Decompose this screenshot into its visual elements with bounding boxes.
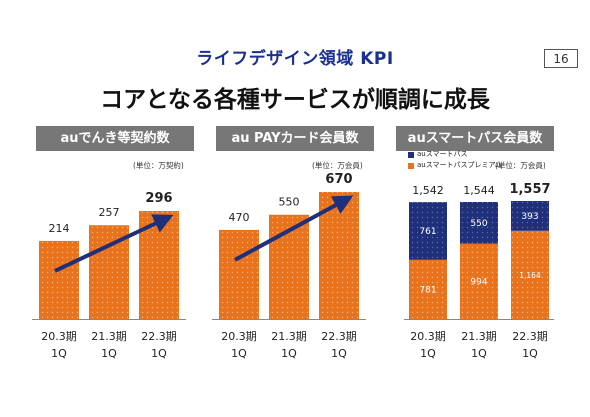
panel3-title: auスマートパス会員数	[396, 126, 554, 151]
panel3-bar-premium	[409, 259, 447, 319]
panel3-tick-label: 22.3期	[512, 330, 548, 343]
panel2-tick-label: 21.3期	[271, 330, 307, 343]
panel2-unit: (単位：万会員)	[312, 161, 363, 170]
panel2-tick-label: 1Q	[331, 347, 347, 360]
page-number: 16	[544, 49, 578, 68]
panel3-premium-label: 994	[470, 277, 487, 287]
panel1-trend-arrow	[54, 214, 174, 273]
panel3-total-label: 1,557	[509, 182, 550, 197]
panel3-premium-label: 781	[419, 285, 436, 295]
panel1-bar	[39, 240, 79, 319]
panel2-tick-label: 1Q	[281, 347, 297, 360]
legend-item-premium: auスマートパスプレミアム	[408, 160, 502, 171]
panel3-legend: auスマートパス auスマートパスプレミアム	[408, 149, 502, 171]
panel2-title: au PAYカード会員数	[216, 126, 374, 151]
panel1-tick-label: 1Q	[151, 347, 167, 360]
panel3-tick-label: 20.3期	[410, 330, 446, 343]
panel2-tick-label: 1Q	[231, 347, 247, 360]
panel3-premium-label: 1,164	[519, 271, 541, 280]
panel2-trend-arrow	[234, 195, 354, 262]
panel1-data-label: 214	[49, 222, 70, 235]
panel3-unit: (単位：万会員)	[495, 161, 546, 170]
page-title: ライフデザイン領域 KPI	[196, 49, 394, 69]
panel2-data-label: 670	[325, 172, 352, 187]
panel3-tick-label: 1Q	[471, 347, 487, 360]
panel3-bar-smartpass	[409, 202, 447, 260]
legend-item-smartpass: auスマートパス	[408, 149, 502, 160]
panel3-bar-smartpass	[460, 201, 498, 244]
panel2-bar	[219, 229, 259, 319]
panel1-title: auでんき等契約数	[36, 126, 194, 151]
legend-swatch-orange	[408, 162, 414, 169]
panel3-tick-label: 21.3期	[461, 330, 497, 343]
legend-label-smartpass: auスマートパス	[417, 150, 468, 158]
panel3-bar-smartpass	[511, 201, 549, 231]
panel3-bar-premium	[460, 243, 498, 319]
panel3-bar-premium	[511, 230, 549, 319]
panel3-tick-label: 1Q	[420, 347, 436, 360]
panel3-total-label: 1,544	[463, 184, 495, 197]
page-subtitle: コアとなる各種サービスが順調に成長	[100, 87, 490, 113]
panel3-total-label: 1,542	[412, 184, 444, 197]
panel1-tick-label: 21.3期	[91, 330, 127, 343]
legend-label-premium: auスマートパスプレミアム	[417, 161, 503, 169]
panel1-tick-label: 1Q	[51, 347, 67, 360]
panel2-tick-label: 20.3期	[221, 330, 257, 343]
panel2-tick-label: 22.3期	[321, 330, 357, 343]
panel3-tick-label: 1Q	[522, 347, 538, 360]
panel1-tick-label: 20.3期	[41, 330, 77, 343]
panel1-unit: (単位：万契約)	[133, 161, 184, 170]
panel3-smartpass-label: 393	[521, 212, 538, 222]
panel3-smartpass-label: 550	[470, 219, 487, 229]
panel1-tick-label: 1Q	[101, 347, 117, 360]
panel1-data-label: 296	[145, 191, 172, 206]
panel2-data-label: 550	[279, 196, 300, 209]
legend-swatch-navy	[408, 151, 414, 158]
panel1-tick-label: 22.3期	[141, 330, 177, 343]
panel1-data-label: 257	[99, 206, 120, 219]
panel3-smartpass-label: 761	[419, 227, 436, 237]
panel2-data-label: 470	[229, 211, 250, 224]
